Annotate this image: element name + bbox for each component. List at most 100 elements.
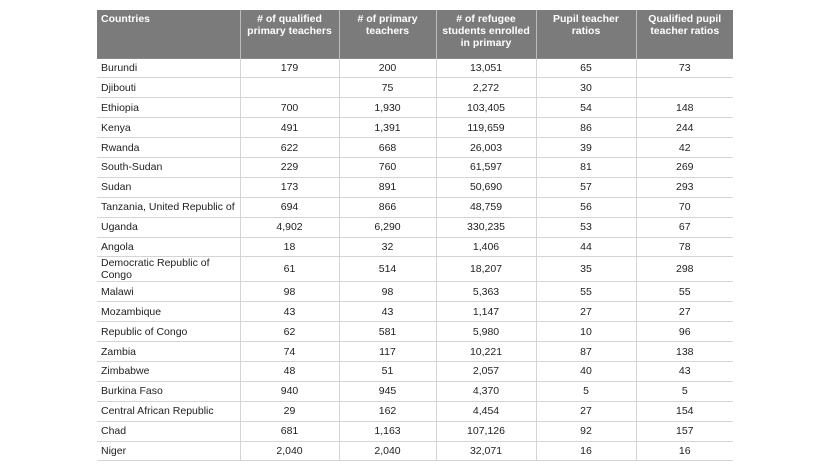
value-cell: 13,051 (435, 57, 536, 78)
country-cell: Burkina Faso (97, 380, 240, 402)
country-cell: Central African Republic (97, 400, 240, 422)
value-cell: 694 (239, 196, 339, 218)
value-cell: 514 (338, 256, 436, 282)
value-cell: 162 (338, 400, 436, 422)
value-cell: 67 (635, 216, 733, 238)
value-cell: 70 (635, 196, 733, 218)
value-cell: 5 (635, 380, 733, 402)
value-cell: 30 (535, 77, 636, 98)
value-cell: 157 (635, 420, 733, 442)
value-cell: 43 (338, 301, 436, 322)
table-row: Ethiopia 700 1,930 103,405 54 148 (97, 97, 733, 118)
data-table: Countries # of qualified primary teachers… (97, 10, 733, 462)
value-cell: 4,454 (435, 400, 536, 422)
country-cell: Democratic Republic of Congo (97, 256, 240, 282)
table-row: Republic of Congo 62 581 5,980 10 96 (97, 321, 733, 342)
value-cell: 138 (635, 341, 733, 362)
value-cell: 6,290 (338, 216, 436, 238)
value-cell: 2,057 (435, 360, 536, 382)
country-cell: Chad (97, 420, 240, 442)
header-cell: # of qualified primary teachers (239, 10, 339, 58)
table-row: Angola 18 32 1,406 44 78 (97, 236, 733, 257)
value-cell: 18,207 (435, 256, 536, 282)
value-cell: 2,272 (435, 77, 536, 98)
value-cell: 61,597 (435, 156, 536, 178)
value-cell: 945 (338, 380, 436, 402)
value-cell: 32 (338, 236, 436, 257)
country-cell: Niger (97, 440, 240, 462)
value-cell: 35 (535, 256, 636, 282)
value-cell: 27 (535, 400, 636, 422)
value-cell: 62 (239, 321, 339, 342)
value-cell: 103,405 (435, 97, 536, 118)
table-row: Sudan 173 891 50,690 57 293 (97, 176, 733, 198)
value-cell: 760 (338, 156, 436, 178)
value-cell: 61 (239, 256, 339, 282)
header-row: Countries # of qualified primary teachers… (97, 10, 733, 58)
value-cell: 57 (535, 176, 636, 198)
value-cell: 53 (535, 216, 636, 238)
country-cell: Malawi (97, 281, 240, 302)
value-cell: 1,391 (338, 117, 436, 138)
value-cell: 18 (239, 236, 339, 257)
value-cell: 81 (535, 156, 636, 178)
table-row: Burkina Faso 940 945 4,370 5 5 (97, 380, 733, 402)
country-cell: Republic of Congo (97, 321, 240, 342)
country-cell: Mozambique (97, 301, 240, 322)
value-cell: 681 (239, 420, 339, 442)
table-row: Zambia 74 117 10,221 87 138 (97, 341, 733, 362)
value-cell: 10,221 (435, 341, 536, 362)
header-cell: # of refugee students enrolled in primar… (435, 10, 536, 58)
country-cell: Ethiopia (97, 97, 240, 118)
header-cell: # of primary teachers (338, 10, 436, 58)
value-cell: 40 (535, 360, 636, 382)
value-cell: 622 (239, 137, 339, 158)
value-cell: 54 (535, 97, 636, 118)
value-cell: 4,902 (239, 216, 339, 238)
table-row: Burundi 179 200 13,051 65 73 (97, 57, 733, 78)
value-cell: 119,659 (435, 117, 536, 138)
country-cell: Zimbabwe (97, 360, 240, 382)
value-cell: 75 (338, 77, 436, 98)
value-cell: 269 (635, 156, 733, 178)
header-cell: Qualified pupil teacher ratios (635, 10, 733, 58)
value-cell: 86 (535, 117, 636, 138)
value-cell: 1,930 (338, 97, 436, 118)
country-cell: Angola (97, 236, 240, 257)
country-cell: Zambia (97, 341, 240, 362)
value-cell: 200 (338, 57, 436, 78)
value-cell: 293 (635, 176, 733, 198)
table-row: Kenya 491 1,391 119,659 86 244 (97, 117, 733, 138)
value-cell: 43 (635, 360, 733, 382)
table-row: Djibouti 75 2,272 30 (97, 77, 733, 98)
value-cell: 179 (239, 57, 339, 78)
value-cell: 5,980 (435, 321, 536, 342)
table-row: Mozambique 43 43 1,147 27 27 (97, 301, 733, 322)
value-cell: 154 (635, 400, 733, 422)
value-cell: 39 (535, 137, 636, 158)
country-cell: Tanzania, United Republic of (97, 196, 240, 218)
value-cell: 42 (635, 137, 733, 158)
value-cell: 1,147 (435, 301, 536, 322)
table-row: Democratic Republic of Congo 61 514 18,207 3… (97, 256, 733, 282)
value-cell: 229 (239, 156, 339, 178)
country-cell: Sudan (97, 176, 240, 198)
value-cell (239, 77, 339, 98)
value-cell: 173 (239, 176, 339, 198)
value-cell: 96 (635, 321, 733, 342)
value-cell: 27 (535, 301, 636, 322)
table-row: Niger 2,040 2,040 32,071 16 16 (97, 440, 733, 462)
value-cell: 51 (338, 360, 436, 382)
table-body: Burundi 179 200 13,051 65 73 Djibouti 75 2,272 30… (97, 57, 733, 462)
value-cell: 48,759 (435, 196, 536, 218)
value-cell: 92 (535, 420, 636, 442)
table-row: Rwanda 622 668 26,003 39 42 (97, 137, 733, 158)
value-cell: 87 (535, 341, 636, 362)
value-cell: 29 (239, 400, 339, 422)
value-cell: 56 (535, 196, 636, 218)
value-cell: 1,406 (435, 236, 536, 257)
value-cell: 1,163 (338, 420, 436, 442)
value-cell: 117 (338, 341, 436, 362)
value-cell: 866 (338, 196, 436, 218)
table-row: South-Sudan 229 760 61,597 81 269 (97, 156, 733, 178)
